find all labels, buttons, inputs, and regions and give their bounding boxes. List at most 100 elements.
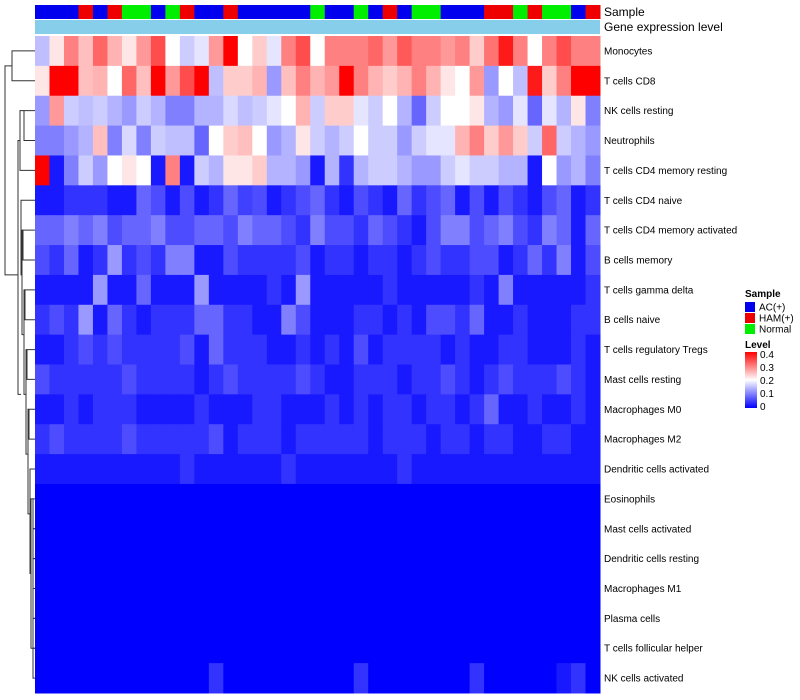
heatmap-cell <box>252 334 268 365</box>
row-label: Dendritic cells resting <box>604 554 699 565</box>
heatmap-cell <box>382 543 398 575</box>
heatmap-cell <box>136 364 152 395</box>
heatmap-cell <box>78 95 94 127</box>
heatmap-cell <box>49 663 65 694</box>
heatmap-cell <box>281 543 297 575</box>
heatmap-cell <box>295 95 311 127</box>
heatmap-cell <box>78 513 94 545</box>
heatmap-cell <box>368 633 384 664</box>
dendrogram-link <box>32 617 35 649</box>
heatmap-cell <box>440 663 456 694</box>
heatmap-cell <box>63 304 79 336</box>
sample-annotation-cell <box>455 5 471 19</box>
heatmap-cell <box>295 304 311 336</box>
heatmap-cell <box>455 483 471 515</box>
heatmap-cell <box>310 454 326 485</box>
heatmap-cell <box>397 424 413 455</box>
heatmap-cell <box>165 454 181 485</box>
heatmap-cell <box>107 125 123 156</box>
heatmap-cell <box>411 513 427 545</box>
heatmap-cell <box>498 364 514 395</box>
heatmap-cell <box>382 65 398 97</box>
heatmap-cell <box>150 573 166 604</box>
heatmap-cell <box>339 95 355 127</box>
heatmap-cell <box>35 274 50 306</box>
sample-annotation-cell <box>368 5 384 19</box>
heatmap-cell <box>35 95 50 127</box>
heatmap-cell <box>78 185 94 216</box>
heatmap-cell <box>426 215 442 246</box>
heatmap-cell <box>223 304 239 336</box>
heatmap-cell <box>121 274 137 306</box>
heatmap-cell <box>107 633 123 664</box>
heatmap-cell <box>455 633 471 664</box>
heatmap-cell <box>542 245 558 276</box>
heatmap-cell <box>469 274 485 306</box>
sample-annotation-cell <box>426 5 442 19</box>
heatmap-cell <box>339 364 355 395</box>
heatmap-cell <box>208 454 224 485</box>
heatmap-cell <box>92 663 108 694</box>
heatmap-cell <box>324 603 340 634</box>
heatmap-cell <box>179 633 195 664</box>
heatmap-cell <box>440 155 456 186</box>
heatmap-cell <box>121 65 137 97</box>
heatmap-cell <box>237 483 253 515</box>
heatmap-cell <box>252 36 268 67</box>
sample-annotation-cell <box>397 5 413 19</box>
heatmap-cell <box>223 424 239 455</box>
heatmap-cell <box>107 573 123 604</box>
dendrogram-link <box>32 647 35 679</box>
heatmap-cell <box>455 573 471 604</box>
heatmap-cell <box>252 633 268 664</box>
heatmap-cell <box>411 65 427 97</box>
heatmap-cell <box>556 633 572 664</box>
heatmap-cell <box>78 573 94 604</box>
sample-annotation-cell <box>107 5 123 19</box>
heatmap-cell <box>281 65 297 97</box>
heatmap-cell <box>382 424 398 455</box>
heatmap-cell <box>295 543 311 575</box>
heatmap-cell <box>585 185 601 216</box>
heatmap-cell <box>295 513 311 545</box>
heatmap-cell <box>324 424 340 455</box>
heatmap-cell <box>266 185 282 216</box>
sample-annotation-cell <box>324 5 340 19</box>
dendrogram-link <box>21 229 24 336</box>
heatmap-cell <box>49 543 65 575</box>
heatmap-cell <box>150 95 166 127</box>
heatmap-cell <box>165 65 181 97</box>
sample-annotation-cell <box>194 5 210 19</box>
heatmap-cell <box>35 36 50 67</box>
heatmap-cell <box>484 65 500 97</box>
heatmap-cell <box>107 304 123 336</box>
heatmap-cell <box>411 334 427 365</box>
heatmap-cell <box>223 633 239 664</box>
heatmap-cell <box>368 603 384 634</box>
heatmap-cell <box>63 483 79 515</box>
sample-annotation-cell <box>542 5 558 19</box>
heatmap-cell <box>63 36 79 67</box>
heatmap-cell <box>35 543 50 575</box>
heatmap-cell <box>208 603 224 634</box>
row-label: T cells regulatory Tregs <box>604 345 708 356</box>
heatmap-cell <box>455 155 471 186</box>
heatmap-cell <box>237 454 253 485</box>
heatmap-cell <box>469 543 485 575</box>
heatmap-cell <box>368 663 384 694</box>
heatmap-cell <box>223 334 239 365</box>
heatmap-cell <box>35 65 50 97</box>
heatmap-cell <box>498 95 514 127</box>
heatmap-cell <box>440 95 456 127</box>
legend-sample-items: AC(+)HAM(+)Normal <box>745 302 794 336</box>
heatmap-cell <box>179 95 195 127</box>
heatmap-cell <box>382 304 398 336</box>
heatmap-cell <box>585 424 601 455</box>
heatmap-cell <box>469 454 485 485</box>
heatmap-cell <box>92 633 108 664</box>
heatmap-cell <box>455 95 471 127</box>
heatmap-cell <box>411 603 427 634</box>
heatmap-cell <box>498 573 514 604</box>
row-label: T cells CD8 <box>604 76 656 87</box>
heatmap-cell <box>426 155 442 186</box>
